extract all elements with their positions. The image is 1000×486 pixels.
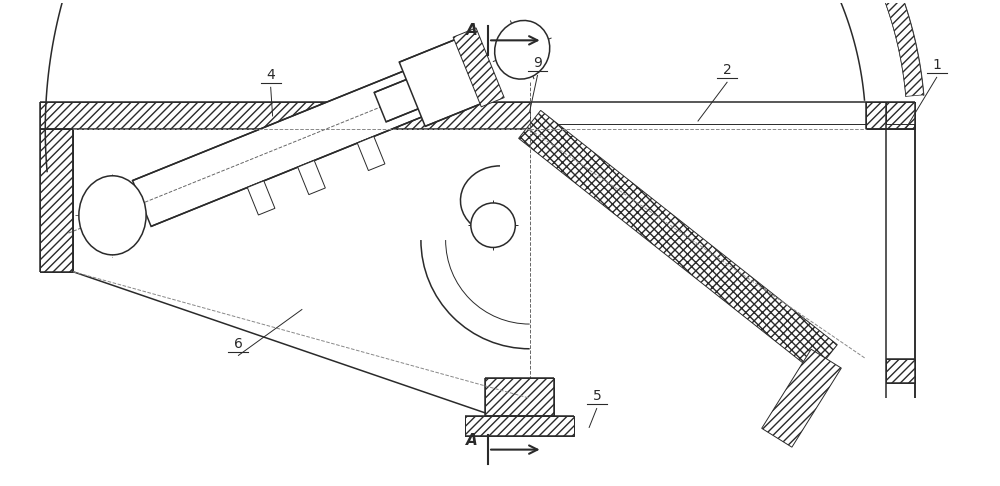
- Polygon shape: [357, 137, 385, 171]
- Polygon shape: [866, 102, 915, 129]
- Text: 5: 5: [593, 389, 601, 403]
- Polygon shape: [886, 359, 915, 383]
- Text: A: A: [466, 23, 478, 38]
- Ellipse shape: [495, 20, 550, 79]
- Polygon shape: [247, 181, 275, 215]
- Polygon shape: [485, 379, 554, 416]
- Polygon shape: [595, 0, 924, 96]
- Polygon shape: [399, 38, 485, 126]
- Text: 6: 6: [234, 337, 242, 351]
- Polygon shape: [298, 160, 325, 194]
- Polygon shape: [465, 416, 574, 436]
- Polygon shape: [519, 110, 837, 373]
- Polygon shape: [886, 102, 915, 124]
- Text: 4: 4: [266, 68, 275, 82]
- Text: A: A: [466, 433, 478, 448]
- Text: 1: 1: [933, 58, 941, 72]
- Polygon shape: [133, 69, 426, 226]
- Polygon shape: [374, 59, 469, 122]
- Polygon shape: [453, 28, 504, 107]
- Text: 2: 2: [723, 63, 732, 77]
- Text: 9: 9: [533, 56, 542, 70]
- Ellipse shape: [471, 203, 515, 247]
- Ellipse shape: [79, 176, 146, 255]
- Polygon shape: [762, 349, 841, 447]
- Polygon shape: [40, 129, 73, 272]
- Polygon shape: [40, 102, 530, 129]
